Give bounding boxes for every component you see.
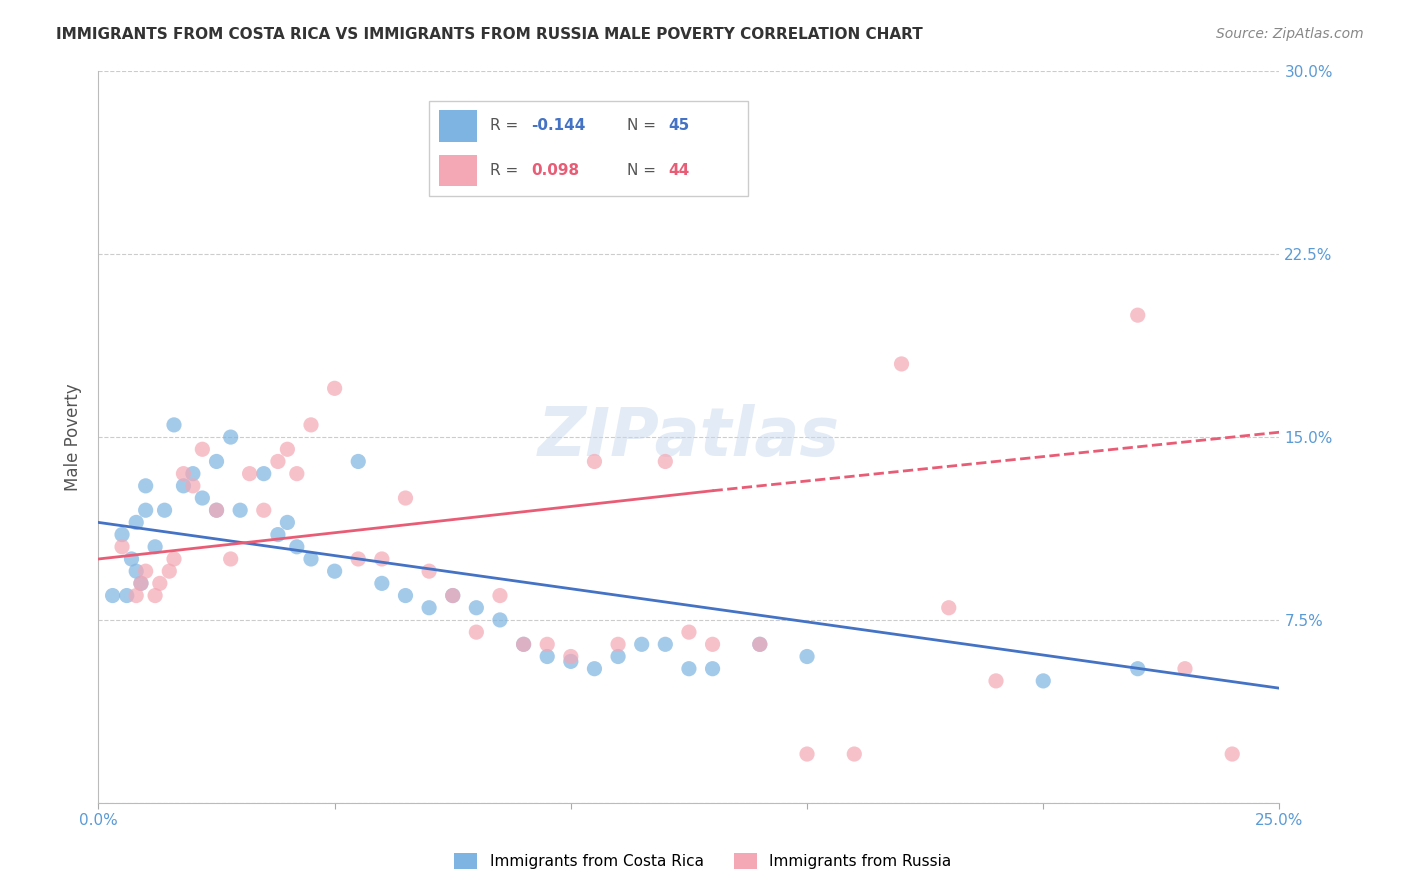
Point: [191, 442, 214, 457]
Point: [163, 417, 186, 432]
Point: [583, 454, 606, 468]
Point: [239, 467, 262, 481]
Point: [560, 654, 582, 668]
Point: [678, 625, 700, 640]
Point: [418, 600, 440, 615]
Point: [163, 552, 186, 566]
Point: [536, 637, 558, 651]
Point: [253, 467, 276, 481]
Text: IMMIGRANTS FROM COSTA RICA VS IMMIGRANTS FROM RUSSIA MALE POVERTY CORRELATION CH: IMMIGRANTS FROM COSTA RICA VS IMMIGRANTS…: [56, 27, 922, 42]
Text: Source: ZipAtlas.com: Source: ZipAtlas.com: [1216, 27, 1364, 41]
Point: [465, 600, 488, 615]
Point: [135, 479, 157, 493]
Point: [607, 637, 630, 651]
Point: [129, 576, 152, 591]
Point: [285, 540, 308, 554]
Point: [267, 527, 290, 541]
Point: [172, 467, 194, 481]
Point: [654, 637, 676, 651]
Point: [938, 600, 960, 615]
Point: [1220, 747, 1243, 761]
Point: [219, 430, 242, 444]
Point: [135, 503, 157, 517]
Point: [1032, 673, 1054, 688]
Point: [984, 673, 1007, 688]
Point: [299, 417, 322, 432]
Point: [630, 637, 652, 651]
Point: [111, 527, 134, 541]
Point: [323, 564, 346, 578]
Point: [153, 503, 176, 517]
Y-axis label: Male Poverty: Male Poverty: [65, 384, 83, 491]
Point: [512, 637, 534, 651]
Point: [1126, 662, 1149, 676]
Point: [181, 467, 204, 481]
Point: [125, 516, 148, 530]
Point: [121, 552, 143, 566]
Point: [205, 454, 228, 468]
Point: [441, 589, 464, 603]
Point: [276, 516, 298, 530]
Point: [205, 503, 228, 517]
Point: [229, 503, 252, 517]
Point: [219, 552, 242, 566]
Point: [347, 552, 370, 566]
Text: ZIPatlas: ZIPatlas: [538, 404, 839, 470]
Point: [253, 503, 276, 517]
Point: [796, 747, 818, 761]
Point: [181, 479, 204, 493]
Point: [1126, 308, 1149, 322]
Point: [702, 637, 724, 651]
Point: [143, 540, 166, 554]
Point: [748, 637, 770, 651]
Point: [125, 589, 148, 603]
Point: [101, 589, 124, 603]
Point: [489, 589, 512, 603]
Point: [844, 747, 866, 761]
Point: [418, 564, 440, 578]
Point: [285, 467, 308, 481]
Point: [796, 649, 818, 664]
Point: [1174, 662, 1197, 676]
Point: [267, 454, 290, 468]
Legend: Immigrants from Costa Rica, Immigrants from Russia: Immigrants from Costa Rica, Immigrants f…: [449, 847, 957, 875]
Point: [441, 589, 464, 603]
Point: [299, 552, 322, 566]
Point: [157, 564, 180, 578]
Point: [111, 540, 134, 554]
Point: [678, 662, 700, 676]
Point: [560, 649, 582, 664]
Point: [748, 637, 770, 651]
Point: [347, 454, 370, 468]
Point: [583, 662, 606, 676]
Point: [172, 479, 194, 493]
Point: [205, 503, 228, 517]
Point: [654, 454, 676, 468]
Point: [394, 491, 416, 505]
Point: [394, 589, 416, 603]
Point: [536, 649, 558, 664]
Point: [125, 564, 148, 578]
Point: [489, 613, 512, 627]
Point: [890, 357, 912, 371]
Point: [702, 662, 724, 676]
Point: [371, 552, 394, 566]
Point: [129, 576, 152, 591]
Point: [512, 637, 534, 651]
Point: [191, 491, 214, 505]
Point: [143, 589, 166, 603]
Point: [607, 649, 630, 664]
Point: [135, 564, 157, 578]
Point: [371, 576, 394, 591]
Point: [465, 625, 488, 640]
Point: [276, 442, 298, 457]
Point: [115, 589, 138, 603]
Point: [323, 381, 346, 395]
Point: [149, 576, 172, 591]
